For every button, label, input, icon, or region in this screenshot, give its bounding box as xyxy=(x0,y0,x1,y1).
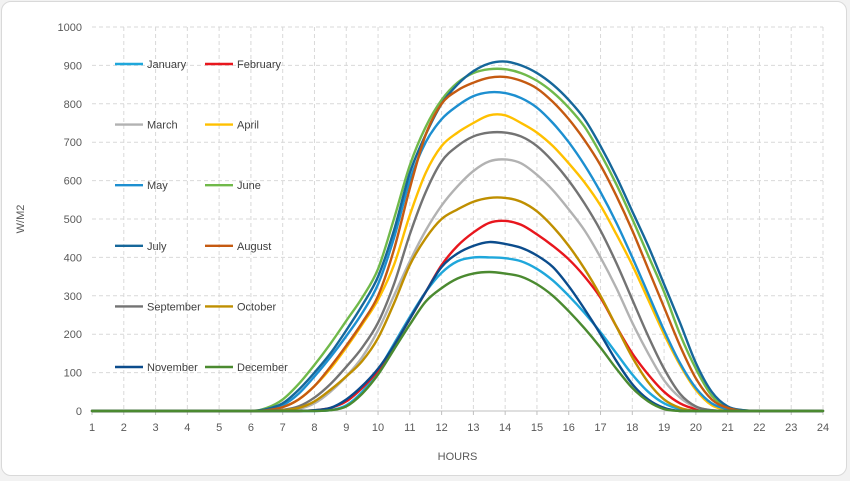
legend-label: June xyxy=(237,180,261,192)
x-axis-title: HOURS xyxy=(438,451,478,463)
legend-label: November xyxy=(147,362,198,374)
legend-item-september: September xyxy=(115,301,201,313)
series-line-may xyxy=(90,90,825,413)
y-tick-label: 300 xyxy=(64,291,82,303)
y-tick-label: 900 xyxy=(64,60,82,72)
legend-label: September xyxy=(147,301,201,313)
y-tick-label: 700 xyxy=(64,137,82,149)
legend-label: December xyxy=(237,362,288,374)
series-line-november xyxy=(90,240,825,413)
legend-item-march: March xyxy=(115,120,178,132)
legend-label: April xyxy=(237,120,259,132)
x-tick-label: 3 xyxy=(153,422,159,434)
x-tick-label: 17 xyxy=(594,422,606,434)
y-tick-label: 100 xyxy=(64,368,82,380)
x-tick-label: 21 xyxy=(722,422,734,434)
legend-label: March xyxy=(147,120,178,132)
x-tick-label: 14 xyxy=(499,422,511,434)
x-tick-label: 13 xyxy=(467,422,479,434)
x-tick-label: 23 xyxy=(785,422,797,434)
y-tick-label: 400 xyxy=(64,252,82,264)
series-line-june xyxy=(90,67,825,413)
series-lines xyxy=(90,60,825,413)
series-line-december xyxy=(90,270,825,413)
legend-label: January xyxy=(147,59,187,71)
x-tick-label: 19 xyxy=(658,422,670,434)
x-tick-label: 11 xyxy=(404,422,415,434)
legend-item-august: August xyxy=(205,241,271,253)
series-line-october xyxy=(90,196,825,413)
legend-label: October xyxy=(237,301,276,313)
y-axis-title: W/M2 xyxy=(15,205,27,234)
legend-label: August xyxy=(237,241,271,253)
y-tick-label: 600 xyxy=(64,176,82,188)
grid xyxy=(92,26,824,411)
legend-label: July xyxy=(147,241,167,253)
series-line-july xyxy=(90,60,825,413)
x-tick-label: 5 xyxy=(216,422,222,434)
x-tick-label: 6 xyxy=(248,422,254,434)
x-tick-label: 22 xyxy=(753,422,765,434)
series-line-march xyxy=(90,158,825,413)
x-tick-label: 16 xyxy=(563,422,575,434)
series-line-august xyxy=(90,75,825,413)
x-tick-label: 2 xyxy=(121,422,127,434)
x-tick-label: 4 xyxy=(184,422,190,434)
x-tick-label: 1 xyxy=(89,422,95,434)
legend-item-may: May xyxy=(115,180,168,192)
x-tick-label: 9 xyxy=(343,422,349,434)
y-tick-label: 0 xyxy=(76,406,82,418)
legend-item-april: April xyxy=(205,120,259,132)
x-tick-label: 24 xyxy=(817,422,829,434)
x-tick-label: 20 xyxy=(690,422,702,434)
series-line-april xyxy=(90,113,825,413)
legend-item-october: October xyxy=(205,301,276,313)
legend-item-december: December xyxy=(205,362,288,374)
x-tick-label: 18 xyxy=(626,422,638,434)
y-tick-label: 200 xyxy=(64,329,82,341)
legend: January February March April May June July Augu… xyxy=(115,59,288,374)
legend-item-february: February xyxy=(205,59,282,71)
x-tick-label: 8 xyxy=(311,422,317,434)
x-tick-label: 15 xyxy=(531,422,543,434)
x-tick-label: 7 xyxy=(280,422,286,434)
legend-item-january: January xyxy=(115,59,187,71)
y-tick-label: 500 xyxy=(64,214,82,226)
legend-label: February xyxy=(237,59,282,71)
y-tick-label: 800 xyxy=(64,99,82,111)
y-tick-label: 1000 xyxy=(58,22,82,34)
series-line-february xyxy=(90,219,825,413)
legend-item-november: November xyxy=(115,362,198,374)
x-tick-label: 12 xyxy=(435,422,447,434)
series-line-september xyxy=(90,130,825,413)
legend-item-june: June xyxy=(205,180,261,192)
legend-item-july: July xyxy=(115,241,167,253)
x-tick-label: 10 xyxy=(372,422,384,434)
legend-label: May xyxy=(147,180,168,192)
